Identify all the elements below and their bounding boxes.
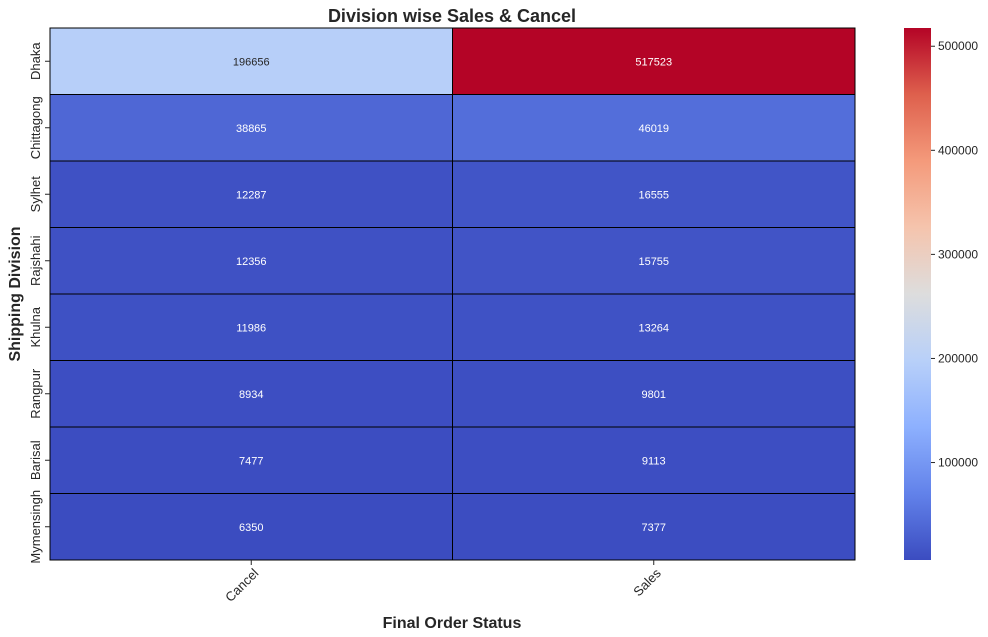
x-axis-title: Final Order Status [383,615,522,632]
x-tick-label: Sales [630,565,664,599]
y-axis-ticks: Dhaka Chittagong Sylhet Rajshahi Khulna Rangp… [28,42,50,564]
cell-value-label: 16555 [638,189,669,201]
cell-value-label: 7377 [642,522,666,534]
cell-value-label: 196656 [233,56,270,68]
cell-value-label: 8934 [239,389,263,401]
y-tick-label: Sylhet [28,176,43,213]
cell-value-label: 9801 [642,389,666,401]
heatmap-cell [49,426,453,494]
colorbar-tick-label: 500000 [938,39,978,53]
y-tick-label: Khulna [28,306,43,347]
heatmap-cells: 196656 517523 38865 46019 12287 16555 12356 157… [49,27,856,561]
y-tick-label: Mymensingh [28,490,43,564]
colorbar-tick-label: 400000 [938,143,978,157]
x-axis-ticks: Cancel Sales [222,560,664,605]
heatmap-cell [452,27,856,95]
y-tick-label: Rajshahi [28,235,43,286]
heatmap-cell [49,493,453,561]
y-tick-label: Barisal [28,440,43,480]
cell-value-label: 12356 [236,256,267,268]
cell-value-label: 517523 [635,56,672,68]
heatmap-cell [452,493,856,561]
y-axis-title: Shipping Division [7,226,24,361]
cell-value-label: 6350 [239,522,263,534]
heatmap-cell [452,94,856,162]
cell-value-label: 9113 [642,455,666,467]
heatmap-cell [452,293,856,361]
heatmap-cell [452,426,856,494]
colorbar-tick-label: 200000 [938,351,978,365]
heatmap-cell [452,160,856,228]
heatmap-cell [452,227,856,295]
colorbar: 100000 200000 300000 400000 500000 [904,28,978,560]
cell-value-label: 11986 [236,322,266,334]
colorbar-tick-label: 100000 [938,456,978,470]
heatmap-cell [49,94,453,162]
y-tick-label: Rangpur [28,368,43,419]
cell-value-label: 7477 [239,455,263,467]
cell-value-label: 13264 [638,322,669,334]
y-tick-label: Chittagong [28,96,43,159]
heatmap-cell [452,360,856,428]
heatmap-cell [49,160,453,228]
colorbar-gradient [904,28,931,560]
y-tick-label: Dhaka [28,42,43,80]
cell-value-label: 15755 [638,256,669,268]
x-tick-label: Cancel [222,565,261,604]
cell-value-label: 12287 [236,189,267,201]
heatmap-cell [49,27,453,95]
cell-value-label: 46019 [638,123,669,135]
colorbar-tick-label: 300000 [938,247,978,261]
cell-value-label: 38865 [236,123,267,135]
chart-title: Division wise Sales & Cancel [328,6,576,26]
